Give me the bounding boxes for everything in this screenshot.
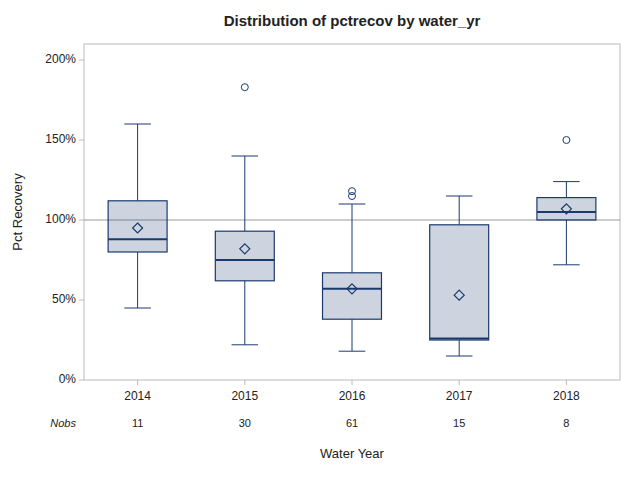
upper-cap [339, 204, 366, 205]
y-axis-label: Pct Recovery [10, 173, 25, 251]
lower-whisker [244, 281, 245, 345]
box-group [215, 84, 274, 345]
y-tick [79, 140, 84, 141]
mean-marker [347, 284, 357, 294]
lower-cap [553, 264, 580, 265]
box-group [430, 196, 489, 356]
y-tick-label: 200% [45, 52, 76, 66]
lower-cap [339, 351, 366, 352]
outlier [241, 84, 248, 91]
x-tick [244, 380, 245, 385]
outlier [563, 137, 570, 144]
x-tick-label: 2018 [553, 389, 580, 403]
mean-marker [133, 223, 143, 233]
y-tick-label: 100% [45, 212, 76, 226]
upper-whisker [352, 204, 353, 273]
x-tick [137, 380, 138, 385]
nobs-value: 61 [346, 417, 358, 429]
nobs-value: 30 [239, 417, 251, 429]
upper-cap [232, 156, 259, 157]
nobs-value: 11 [132, 417, 143, 429]
box [537, 198, 596, 220]
median-line [108, 238, 167, 240]
y-tick-label: 150% [45, 132, 76, 146]
mean-marker [240, 244, 250, 254]
y-tick [79, 380, 84, 381]
x-tick [459, 380, 460, 385]
y-tick [79, 60, 84, 61]
lower-whisker [137, 252, 138, 308]
plot-marks [84, 84, 620, 356]
upper-cap [446, 196, 473, 197]
upper-whisker [459, 196, 460, 225]
chart-title: Distribution of pctrecov by water_yr [224, 12, 481, 29]
x-tick [566, 380, 567, 385]
upper-cap [553, 181, 580, 182]
x-axis-label: Water Year [320, 446, 385, 461]
nobs-value: 15 [453, 417, 465, 429]
lower-whisker [566, 220, 567, 265]
lower-cap [232, 344, 259, 345]
box-group [323, 188, 382, 352]
y-tick [79, 220, 84, 221]
upper-cap [124, 124, 151, 125]
median-line [430, 337, 489, 339]
box-group [108, 124, 167, 308]
median-line [537, 211, 596, 213]
lower-whisker [459, 340, 460, 356]
box [108, 201, 167, 252]
chart-container: 0% 50% 100% 150% 200% 2014 2015 2016 2017 2018 Nob… [0, 0, 640, 480]
upper-whisker [566, 182, 567, 198]
plot-frame [84, 44, 620, 380]
x-tick-label: 2015 [231, 389, 258, 403]
mean-marker [561, 204, 571, 214]
lower-cap [124, 308, 151, 309]
lower-cap [446, 356, 473, 357]
box [215, 231, 274, 281]
lower-whisker [352, 319, 353, 351]
mean-marker [454, 290, 464, 300]
box [430, 225, 489, 340]
x-tick-label: 2016 [339, 389, 366, 403]
upper-whisker [244, 156, 245, 231]
x-tick-label: 2014 [124, 389, 151, 403]
outlier [349, 188, 356, 195]
box-group [537, 137, 596, 265]
box [323, 273, 382, 319]
x-tick [352, 380, 353, 385]
median-line [323, 288, 382, 290]
upper-whisker [137, 124, 138, 201]
y-tick-label: 50% [52, 292, 76, 306]
y-tick [79, 300, 84, 301]
y-tick-label: 0% [59, 372, 77, 386]
nobs-value: 8 [563, 417, 569, 429]
median-line [215, 259, 274, 261]
chart-svg: 0% 50% 100% 150% 200% 2014 2015 2016 2017 2018 Nob… [0, 0, 640, 480]
x-tick-label: 2017 [446, 389, 473, 403]
nobs-label: Nobs [50, 417, 76, 429]
